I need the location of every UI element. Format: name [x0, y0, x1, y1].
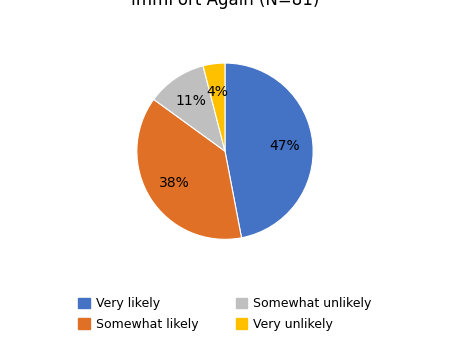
Wedge shape — [154, 66, 225, 151]
Text: 47%: 47% — [270, 139, 300, 153]
Text: 11%: 11% — [176, 94, 207, 108]
Wedge shape — [203, 63, 225, 151]
Legend: Very likely, Somewhat likely, Somewhat unlikely, Very unlikely: Very likely, Somewhat likely, Somewhat u… — [78, 297, 372, 331]
Text: 38%: 38% — [159, 176, 189, 190]
Wedge shape — [225, 63, 313, 238]
Text: 4%: 4% — [207, 85, 229, 99]
Wedge shape — [137, 99, 242, 239]
Title: Users: Likelihood of Accessing Data from
ImmPort Again (N=81): Users: Likelihood of Accessing Data from… — [55, 0, 395, 9]
